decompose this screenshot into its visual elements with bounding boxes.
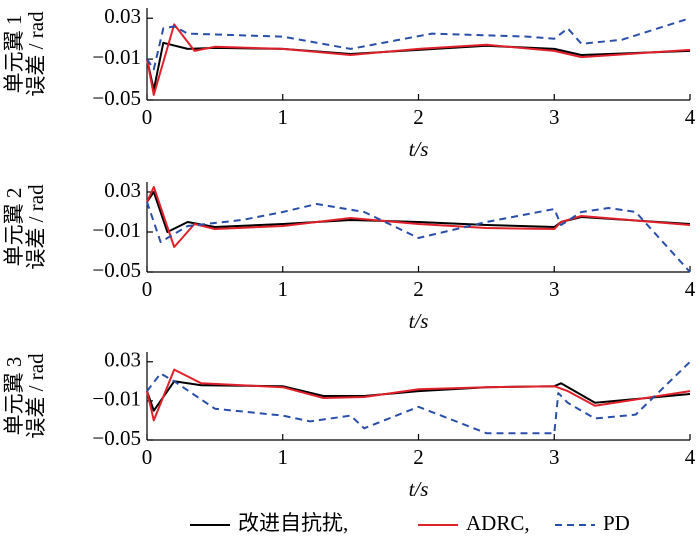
x-tick-label: 2: [413, 277, 424, 301]
series-line: [146, 186, 691, 248]
y-axis-label: 误差 / rad: [24, 184, 48, 270]
x-tick-label: 4: [685, 277, 696, 301]
x-tick-label: 4: [685, 445, 696, 469]
x-tick-label: 0: [142, 277, 153, 301]
x-axis-label: t/s: [409, 477, 429, 501]
x-tick-label: 3: [549, 105, 560, 129]
y-tick-label: −0.05: [92, 86, 141, 110]
y-tick-label: −0.01: [92, 218, 141, 242]
series-line: [146, 191, 691, 233]
x-axis-label: t/s: [409, 309, 429, 333]
x-tick-label: 2: [413, 105, 424, 129]
y-tick-label: −0.01: [92, 45, 141, 69]
y-axis-label: 单元翼 1: [2, 15, 26, 94]
y-tick-label: 0.03: [104, 4, 141, 28]
series-line: [146, 368, 691, 422]
x-tick-label: 1: [278, 105, 289, 129]
x-tick-label: 1: [278, 445, 289, 469]
series-line: [146, 23, 691, 96]
y-axis-label: 误差 / rad: [24, 353, 48, 439]
y-tick-label: −0.05: [92, 426, 141, 450]
series-line: [146, 361, 691, 435]
legend-label: PD: [603, 511, 630, 535]
legend-label: ADRC,: [466, 511, 530, 535]
y-tick-label: 0.03: [104, 178, 141, 202]
series-line: [146, 17, 691, 71]
series-line: [146, 201, 691, 273]
x-tick-label: 0: [142, 445, 153, 469]
y-axis-label: 单元翼 2: [2, 188, 26, 267]
y-tick-label: −0.01: [92, 387, 141, 411]
x-axis-label: t/s: [409, 137, 429, 161]
x-tick-label: 3: [549, 277, 560, 301]
y-tick-label: 0.03: [104, 348, 141, 372]
y-tick-label: −0.05: [92, 258, 141, 282]
x-tick-label: 2: [413, 445, 424, 469]
x-tick-label: 4: [685, 105, 696, 129]
y-axis-label: 误差 / rad: [24, 11, 48, 97]
y-axis-label: 单元翼 3: [2, 357, 26, 436]
x-tick-label: 0: [142, 105, 153, 129]
x-tick-label: 3: [549, 445, 560, 469]
legend-label: 改进自抗扰,: [238, 511, 348, 535]
x-tick-label: 1: [278, 277, 289, 301]
